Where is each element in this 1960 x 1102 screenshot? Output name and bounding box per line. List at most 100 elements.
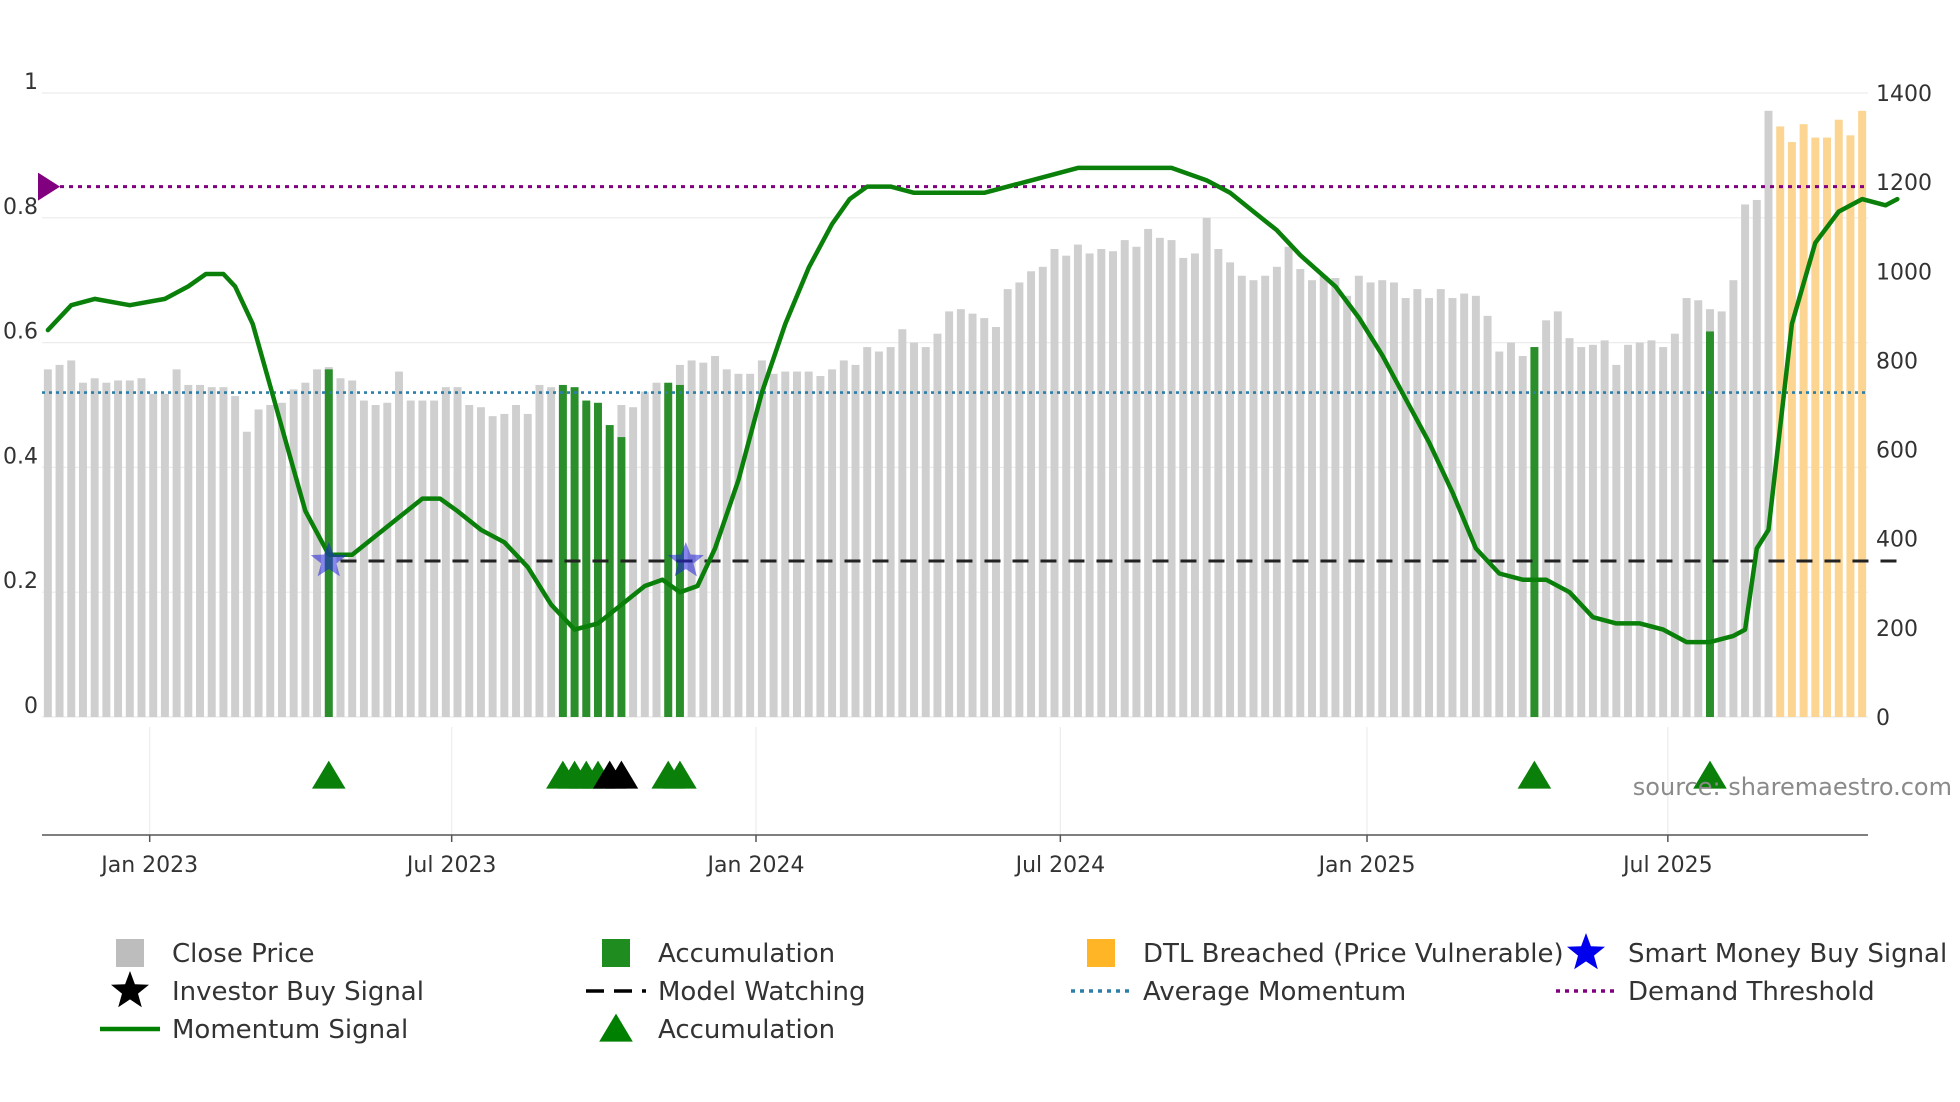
right-axis-tick: 0: [1876, 706, 1890, 731]
close-price-bar: [383, 402, 392, 717]
close-price-bar: [1647, 340, 1656, 717]
legend-triangle-icon: [599, 1013, 633, 1042]
close-price-bar: [1343, 295, 1352, 717]
close-price-bar: [1741, 204, 1750, 717]
close-price-bar: [1319, 275, 1328, 717]
accumulation-bar: [605, 425, 614, 717]
close-price-bar: [1366, 282, 1375, 717]
accumulation-triangle: [663, 760, 697, 789]
x-axis-tick-label: Jul 2023: [405, 853, 497, 878]
close-price-bar: [277, 402, 286, 717]
close-price-bar: [395, 371, 403, 717]
accumulation-triangle: [1517, 760, 1552, 789]
close-price-bar: [1425, 298, 1434, 717]
close-price-bar: [1495, 351, 1504, 717]
legend-item: Momentum Signal: [100, 1015, 408, 1045]
close-price-bar: [1448, 298, 1457, 717]
lower-panel-gridlines: [149, 727, 1669, 835]
smart-money-buy-star: [667, 542, 704, 577]
legend: Close Price Accumulation DTL Breached (Pri…: [100, 933, 1947, 1045]
close-price-bar: [1460, 293, 1469, 717]
legend-star-icon: [111, 971, 149, 1008]
close-price-bar: [1167, 240, 1176, 718]
close-price-bar: [1682, 298, 1691, 717]
legend-item: DTL Breached (Price Vulnerable): [1087, 939, 1564, 969]
legend-label: Model Watching: [658, 977, 865, 1007]
close-price-bar: [1073, 244, 1082, 718]
axes: 0 0.2 0.4 0.6 0.8 1 0 200 400 600 800 1000 1200 1400 J…: [3, 70, 1932, 878]
close-price-bar: [1249, 280, 1258, 717]
close-price-bar: [547, 387, 556, 717]
legend-label: Investor Buy Signal: [172, 977, 424, 1007]
legend-swatch: [116, 939, 144, 967]
close-price-bar: [1378, 280, 1387, 717]
close-price-bar: [149, 393, 158, 717]
right-axis-tick: 200: [1876, 617, 1918, 642]
close-price-bar: [1038, 266, 1047, 717]
legend-item: Accumulation: [599, 1013, 835, 1045]
close-price-bar: [301, 382, 310, 717]
x-axis-tick-label: Jan 2023: [99, 853, 198, 878]
left-axis-tick: 0.4: [3, 444, 38, 469]
close-price-bar: [406, 400, 415, 717]
close-price-bar: [336, 378, 345, 717]
close-price-bar: [711, 355, 720, 717]
close-price-bar: [839, 360, 848, 717]
close-price-bar: [898, 329, 907, 717]
close-price-bar: [757, 360, 766, 717]
x-axis-tick-label: Jul 2025: [1621, 853, 1713, 878]
close-price-bar: [67, 360, 76, 717]
close-price-bar: [851, 364, 860, 717]
close-price-bar: [125, 380, 134, 717]
accumulation-bar: [558, 384, 567, 717]
legend-swatch: [1087, 939, 1115, 967]
close-price-bar: [1577, 347, 1586, 717]
close-price-bar: [1331, 277, 1340, 717]
close-price-bar: [1261, 275, 1270, 717]
close-price-bar: [289, 389, 298, 717]
close-price-bar: [1284, 246, 1293, 717]
close-price-bar: [945, 311, 954, 717]
dtl-breached-bar: [1787, 142, 1796, 717]
close-price-bar: [1050, 249, 1059, 717]
legend-item: Model Watching: [586, 977, 865, 1007]
close-price-bar: [430, 400, 439, 717]
close-price-bar: [219, 387, 228, 717]
close-price-bar: [43, 369, 52, 717]
close-price-bar: [968, 313, 977, 717]
close-price-bar: [1214, 249, 1223, 717]
close-price-bar: [78, 382, 87, 717]
close-price-bar: [90, 378, 99, 717]
close-price-bar: [102, 382, 111, 717]
close-price-bar: [956, 309, 965, 717]
close-price-bar: [1120, 240, 1129, 718]
close-price-bar: [1635, 342, 1644, 717]
close-price-bar: [991, 327, 1000, 717]
close-price-bar: [1436, 289, 1445, 717]
dtl-breached-bar: [1799, 124, 1808, 717]
close-price-bar: [418, 400, 427, 717]
right-axis-tick: 600: [1876, 439, 1918, 464]
accumulation-bar: [570, 387, 579, 717]
right-axis-tick: 400: [1876, 528, 1918, 553]
close-price-bar: [910, 342, 919, 717]
right-axis-tick: 1400: [1876, 82, 1932, 107]
close-price-bar: [184, 384, 193, 717]
close-price-bar: [1507, 342, 1515, 717]
left-axis-tick: 0.8: [3, 195, 38, 220]
legend-swatch: [602, 939, 630, 967]
legend-item: Smart Money Buy Signal: [1567, 933, 1947, 970]
close-price-bar: [1085, 253, 1094, 717]
legend-label: Smart Money Buy Signal: [1628, 939, 1947, 969]
reference-lines: [38, 172, 1898, 563]
close-price-bar: [746, 373, 755, 717]
close-price-bar: [488, 416, 497, 717]
close-price-bar: [652, 382, 661, 717]
close-price-bar: [1109, 251, 1117, 717]
smart-money-buy-star: [310, 542, 347, 577]
close-price-bar: [699, 362, 708, 717]
close-price-bar: [1483, 315, 1492, 717]
close-price-bar: [465, 405, 474, 717]
close-price-bar: [722, 369, 731, 717]
